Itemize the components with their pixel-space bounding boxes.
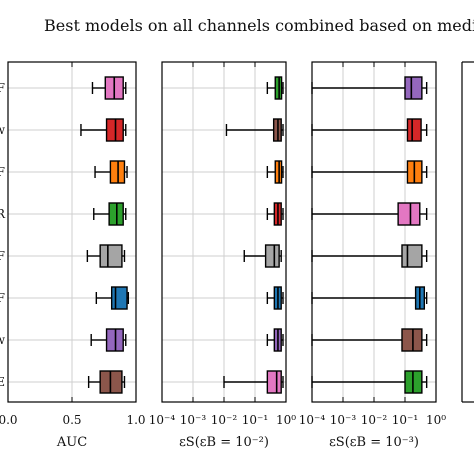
box-8: [311, 370, 428, 394]
box-3: [311, 160, 428, 184]
box-7: [266, 328, 284, 352]
box-6: [95, 286, 130, 310]
box-2: [80, 118, 127, 142]
box-6: [266, 286, 284, 310]
box-7: [90, 328, 127, 352]
row-label: E: [0, 375, 5, 389]
box-5: [311, 244, 428, 268]
box-5: [243, 244, 282, 268]
box-7: [311, 328, 428, 352]
row-label: F: [0, 81, 5, 95]
x-tick-label: 10⁻³: [180, 413, 207, 427]
box-iqr: [110, 286, 128, 310]
box-iqr: [406, 118, 422, 142]
box-iqr: [404, 76, 423, 100]
box-4: [266, 202, 284, 226]
row-label: w: [0, 333, 6, 347]
row-label: w: [0, 123, 6, 137]
x-tick-label: 10⁰: [426, 413, 446, 427]
x-tick-label: 0.0: [0, 413, 18, 427]
box-3: [266, 160, 284, 184]
panel-2: 10⁻⁴ 10⁻³ 10⁻² 10⁻¹ 10⁰ εS(εB = 10⁻²): [149, 61, 296, 450]
x-axis-label: AUC: [56, 435, 87, 450]
row-label: R: [0, 207, 6, 221]
box-iqr: [401, 328, 423, 352]
panel-1: 0.0 0.5 1.0 AUC Fw F R F Fw E: [0, 61, 146, 450]
box-8: [223, 370, 284, 394]
x-tick-label: 10⁻¹: [392, 413, 418, 427]
box-2: [225, 118, 284, 142]
x-tick-label: 10⁻⁴: [299, 413, 326, 427]
x-tick-label: 10⁻¹: [242, 413, 268, 427]
row-label: F: [0, 165, 5, 179]
box-4: [311, 202, 428, 226]
x-tick-label: 10⁰: [276, 413, 296, 427]
panels: 0.0 0.5 1.0 AUC Fw F R F Fw E 10⁻⁴ 10⁻³ 10⁻² 10⁻¹ 10⁰ ε…: [0, 61, 474, 450]
box-8: [87, 370, 126, 394]
box-6: [311, 286, 428, 310]
x-axis-label: εS(εB = 10⁻³): [329, 435, 419, 450]
x-tick-label: 0.5: [62, 413, 81, 427]
x-axis-label: εS(εB = 10⁻²): [179, 435, 269, 450]
x-tick-label: 1.0: [126, 413, 145, 427]
row-label: F: [0, 291, 5, 305]
box-3: [94, 160, 128, 184]
box-iqr: [397, 202, 421, 226]
box-iqr: [266, 370, 282, 394]
figure-title: Best models on all channels combined bas…: [44, 16, 474, 35]
x-tick-label: 10⁻³: [330, 413, 357, 427]
box-iqr: [264, 244, 280, 268]
box-2: [311, 118, 428, 142]
box-1: [91, 76, 127, 100]
box-4: [93, 202, 127, 226]
box-iqr: [99, 244, 123, 268]
panel-3: 10⁻⁴ 10⁻³ 10⁻² 10⁻¹ 10⁰ εS(εB = 10⁻³): [299, 61, 446, 450]
x-tick-label: 10⁻²: [361, 413, 388, 427]
box-5: [86, 244, 126, 268]
box-1: [266, 76, 284, 100]
box-1: [311, 76, 428, 100]
x-tick-label: 10⁻²: [211, 413, 238, 427]
box-iqr: [401, 244, 423, 268]
row-label: F: [0, 249, 5, 263]
x-tick-label: 10⁻⁴: [149, 413, 176, 427]
